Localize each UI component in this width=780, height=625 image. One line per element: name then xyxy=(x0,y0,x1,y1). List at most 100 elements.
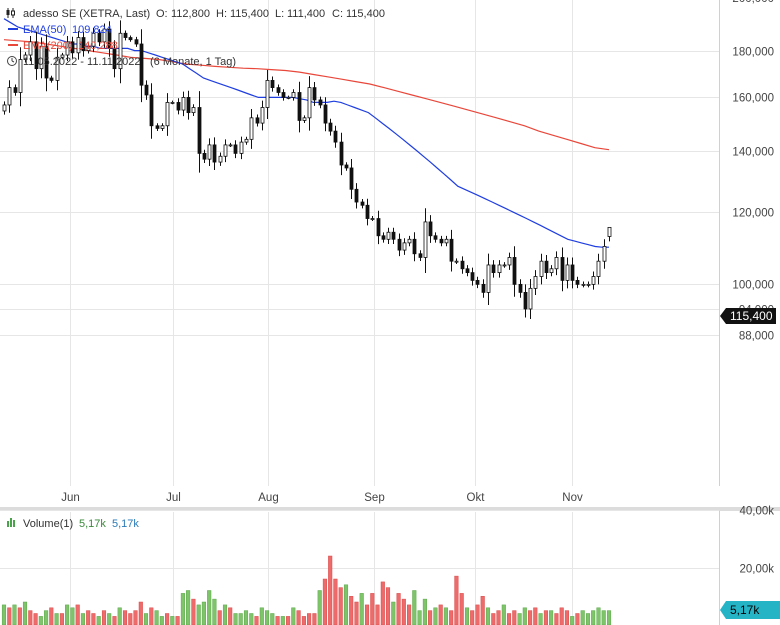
candle xyxy=(265,69,270,120)
volume-bar xyxy=(128,613,133,625)
candle xyxy=(281,89,286,101)
time-tick-label: Jun xyxy=(61,492,80,504)
last-volume-tag: 5,17k xyxy=(720,601,780,619)
volume-bar xyxy=(407,604,412,625)
ohlc-low-label: L: xyxy=(275,8,284,20)
candle xyxy=(60,52,65,60)
price-tick-label: 120,000 xyxy=(732,208,774,220)
volume-bar xyxy=(480,596,485,625)
candle xyxy=(365,198,370,226)
candle xyxy=(270,76,275,92)
volume-bar xyxy=(401,598,406,625)
volume-bar xyxy=(122,610,128,625)
price-gridlines xyxy=(0,51,719,336)
candle xyxy=(191,104,196,117)
candle xyxy=(344,162,349,171)
volume-legend-label: Volume(1) xyxy=(23,518,73,530)
volume-bar xyxy=(133,610,138,625)
volume-bar xyxy=(291,607,296,625)
volume-bar xyxy=(191,598,196,625)
candle xyxy=(86,43,91,54)
candle xyxy=(518,279,523,298)
panel-divider[interactable] xyxy=(0,507,780,511)
candle xyxy=(491,260,496,278)
volume-gridlines xyxy=(0,510,719,569)
volume-bar xyxy=(175,616,180,625)
candle xyxy=(539,253,544,285)
ema50-legend-label: EMA(50) xyxy=(23,24,66,36)
candle xyxy=(97,29,102,47)
candle xyxy=(381,232,386,243)
candle xyxy=(260,100,265,131)
candle xyxy=(34,31,39,80)
candle xyxy=(44,34,49,92)
candle xyxy=(255,114,260,127)
volume-bar xyxy=(54,613,59,625)
price-tick-label: 100,000 xyxy=(732,280,774,292)
volume-bar xyxy=(491,613,496,625)
volume-bar xyxy=(496,610,501,625)
time-tick-label: Aug xyxy=(258,492,278,504)
candle xyxy=(470,267,475,286)
volume-panel: 40,00k 20,00k Volume(1) 5,17k 5,17k 5,17k xyxy=(0,506,780,625)
candle xyxy=(107,21,112,57)
volume-bar xyxy=(59,613,64,625)
volume-bar xyxy=(391,601,396,625)
volume-bar xyxy=(80,613,85,625)
candle xyxy=(428,215,433,243)
candle xyxy=(76,31,81,60)
volume-bar xyxy=(364,604,370,625)
candle xyxy=(449,229,454,272)
candle xyxy=(128,35,133,42)
volume-bar xyxy=(559,607,564,625)
candlestick-icon xyxy=(6,8,15,18)
candle xyxy=(360,198,365,209)
volume-bar xyxy=(606,610,612,625)
candle xyxy=(65,36,70,62)
candle xyxy=(28,36,33,62)
volume-bar xyxy=(543,610,548,625)
volume-bar xyxy=(580,610,585,625)
ema50-legend-value: 109,824 xyxy=(72,24,112,36)
volume-bar xyxy=(517,613,522,625)
volume-bar xyxy=(49,607,54,625)
candle xyxy=(418,250,423,262)
last-volume-tag-label: 5,17k xyxy=(730,603,760,617)
candle xyxy=(2,101,7,115)
volume-bar xyxy=(375,604,380,625)
candle xyxy=(391,227,396,244)
candle xyxy=(218,152,223,166)
candle xyxy=(55,48,60,91)
candle xyxy=(118,20,123,84)
volume-bar xyxy=(333,578,338,625)
candle xyxy=(523,284,528,318)
volume-bar xyxy=(207,590,212,625)
volume-bar xyxy=(370,593,375,625)
volume-bar xyxy=(433,607,438,625)
price-tick-label: 180,000 xyxy=(732,47,774,59)
volume-bar xyxy=(307,613,312,625)
volume-bar xyxy=(570,616,575,625)
ema50-line-path xyxy=(3,18,609,248)
candle xyxy=(502,262,507,268)
candle xyxy=(144,80,149,100)
volume-bar xyxy=(264,610,270,625)
candle xyxy=(307,76,312,131)
candle xyxy=(181,91,186,117)
price-tick-label: 88,000 xyxy=(739,331,774,343)
volume-bar xyxy=(380,581,385,625)
candle xyxy=(102,23,107,48)
volume-bar xyxy=(143,613,149,625)
volume-bar xyxy=(396,593,401,625)
volume-bar xyxy=(28,610,33,625)
candle xyxy=(18,47,23,107)
candle xyxy=(591,271,596,290)
candle xyxy=(149,83,154,139)
volume-bar xyxy=(7,607,12,625)
volume-bar xyxy=(575,613,580,625)
volume-bar xyxy=(243,610,249,625)
volume-bar xyxy=(286,616,291,625)
candle xyxy=(570,257,575,289)
ema200-legend-value: 140,288 xyxy=(78,40,118,52)
